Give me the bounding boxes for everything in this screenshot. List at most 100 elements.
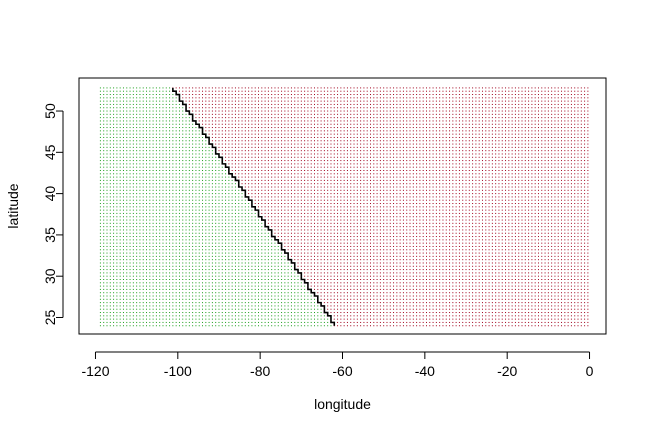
grid-point (165, 245, 167, 247)
grid-point (241, 153, 243, 155)
grid-point (284, 130, 286, 132)
grid-point (287, 173, 289, 175)
grid-point (122, 193, 124, 195)
grid-point (178, 265, 180, 267)
grid-point (287, 143, 289, 145)
grid-point (320, 94, 322, 96)
grid-point (251, 136, 253, 138)
grid-point (159, 249, 161, 251)
grid-point (103, 216, 105, 218)
grid-point (155, 315, 157, 317)
grid-point (208, 295, 210, 297)
grid-point (109, 133, 111, 135)
grid-point (300, 133, 302, 135)
grid-point (178, 292, 180, 294)
grid-point (290, 315, 292, 317)
grid-point (192, 176, 194, 178)
grid-point (314, 279, 315, 280)
grid-point (208, 321, 210, 323)
grid-point (99, 302, 101, 304)
grid-point (142, 146, 144, 148)
grid-point (142, 262, 144, 264)
grid-point (271, 269, 273, 271)
grid-point (211, 107, 213, 109)
grid-point (221, 103, 223, 105)
grid-point (241, 173, 243, 175)
grid-point (310, 279, 312, 280)
grid-point (205, 242, 207, 244)
grid-point (238, 305, 240, 307)
grid-point (185, 163, 187, 165)
grid-point (122, 252, 124, 254)
grid-point (294, 183, 296, 185)
grid-point (234, 150, 236, 152)
grid-point (277, 103, 279, 105)
grid-point (172, 196, 174, 198)
grid-point (195, 272, 197, 274)
grid-point (205, 160, 207, 162)
grid-point (228, 130, 230, 132)
grid-point (129, 146, 131, 148)
grid-point (258, 279, 260, 280)
grid-point (314, 203, 315, 205)
grid-point (119, 212, 121, 214)
grid-point (185, 113, 187, 115)
grid-point (238, 312, 240, 314)
grid-point (304, 236, 306, 238)
grid-point (126, 279, 128, 280)
grid-point (195, 163, 197, 165)
grid-point (202, 295, 204, 297)
grid-point (113, 312, 115, 314)
grid-point (221, 282, 223, 284)
grid-point (287, 295, 289, 297)
grid-point (139, 282, 141, 284)
grid-point (287, 156, 289, 158)
grid-point (152, 295, 154, 297)
grid-point (202, 153, 204, 155)
grid-point (248, 236, 250, 238)
grid-point (136, 239, 138, 241)
grid-point (109, 295, 111, 297)
grid-point (155, 107, 157, 109)
grid-point (103, 173, 105, 175)
grid-point (188, 318, 190, 320)
grid-point (238, 160, 240, 162)
grid-point (234, 110, 236, 112)
grid-point (317, 87, 319, 89)
grid-point (106, 189, 108, 191)
grid-point (221, 110, 223, 112)
grid-point (320, 123, 322, 125)
grid-point (198, 242, 200, 244)
grid-point (254, 321, 256, 323)
grid-point (317, 236, 319, 238)
grid-point (202, 110, 204, 112)
grid-point (165, 199, 167, 201)
grid-point (149, 226, 151, 228)
grid-point (208, 229, 210, 231)
grid-point (218, 94, 220, 96)
grid-point (195, 308, 197, 310)
grid-point (261, 245, 263, 247)
grid-point (310, 153, 312, 155)
grid-point (304, 160, 306, 162)
grid-point (261, 236, 263, 238)
grid-point (202, 156, 204, 158)
grid-point (251, 229, 253, 231)
grid-point (162, 209, 164, 211)
grid-point (261, 163, 263, 165)
grid-point (178, 209, 180, 211)
grid-point (244, 140, 246, 142)
grid-point (202, 219, 204, 221)
grid-point (198, 269, 200, 271)
grid-point (290, 302, 292, 304)
grid-point (307, 199, 309, 201)
grid-point (152, 209, 154, 211)
grid-point (264, 206, 266, 208)
grid-point (116, 232, 118, 234)
grid-point (159, 245, 161, 247)
grid-point (251, 216, 253, 218)
grid-point (139, 229, 141, 231)
grid-point (228, 272, 230, 274)
grid-point (267, 94, 269, 96)
grid-point (304, 169, 306, 171)
